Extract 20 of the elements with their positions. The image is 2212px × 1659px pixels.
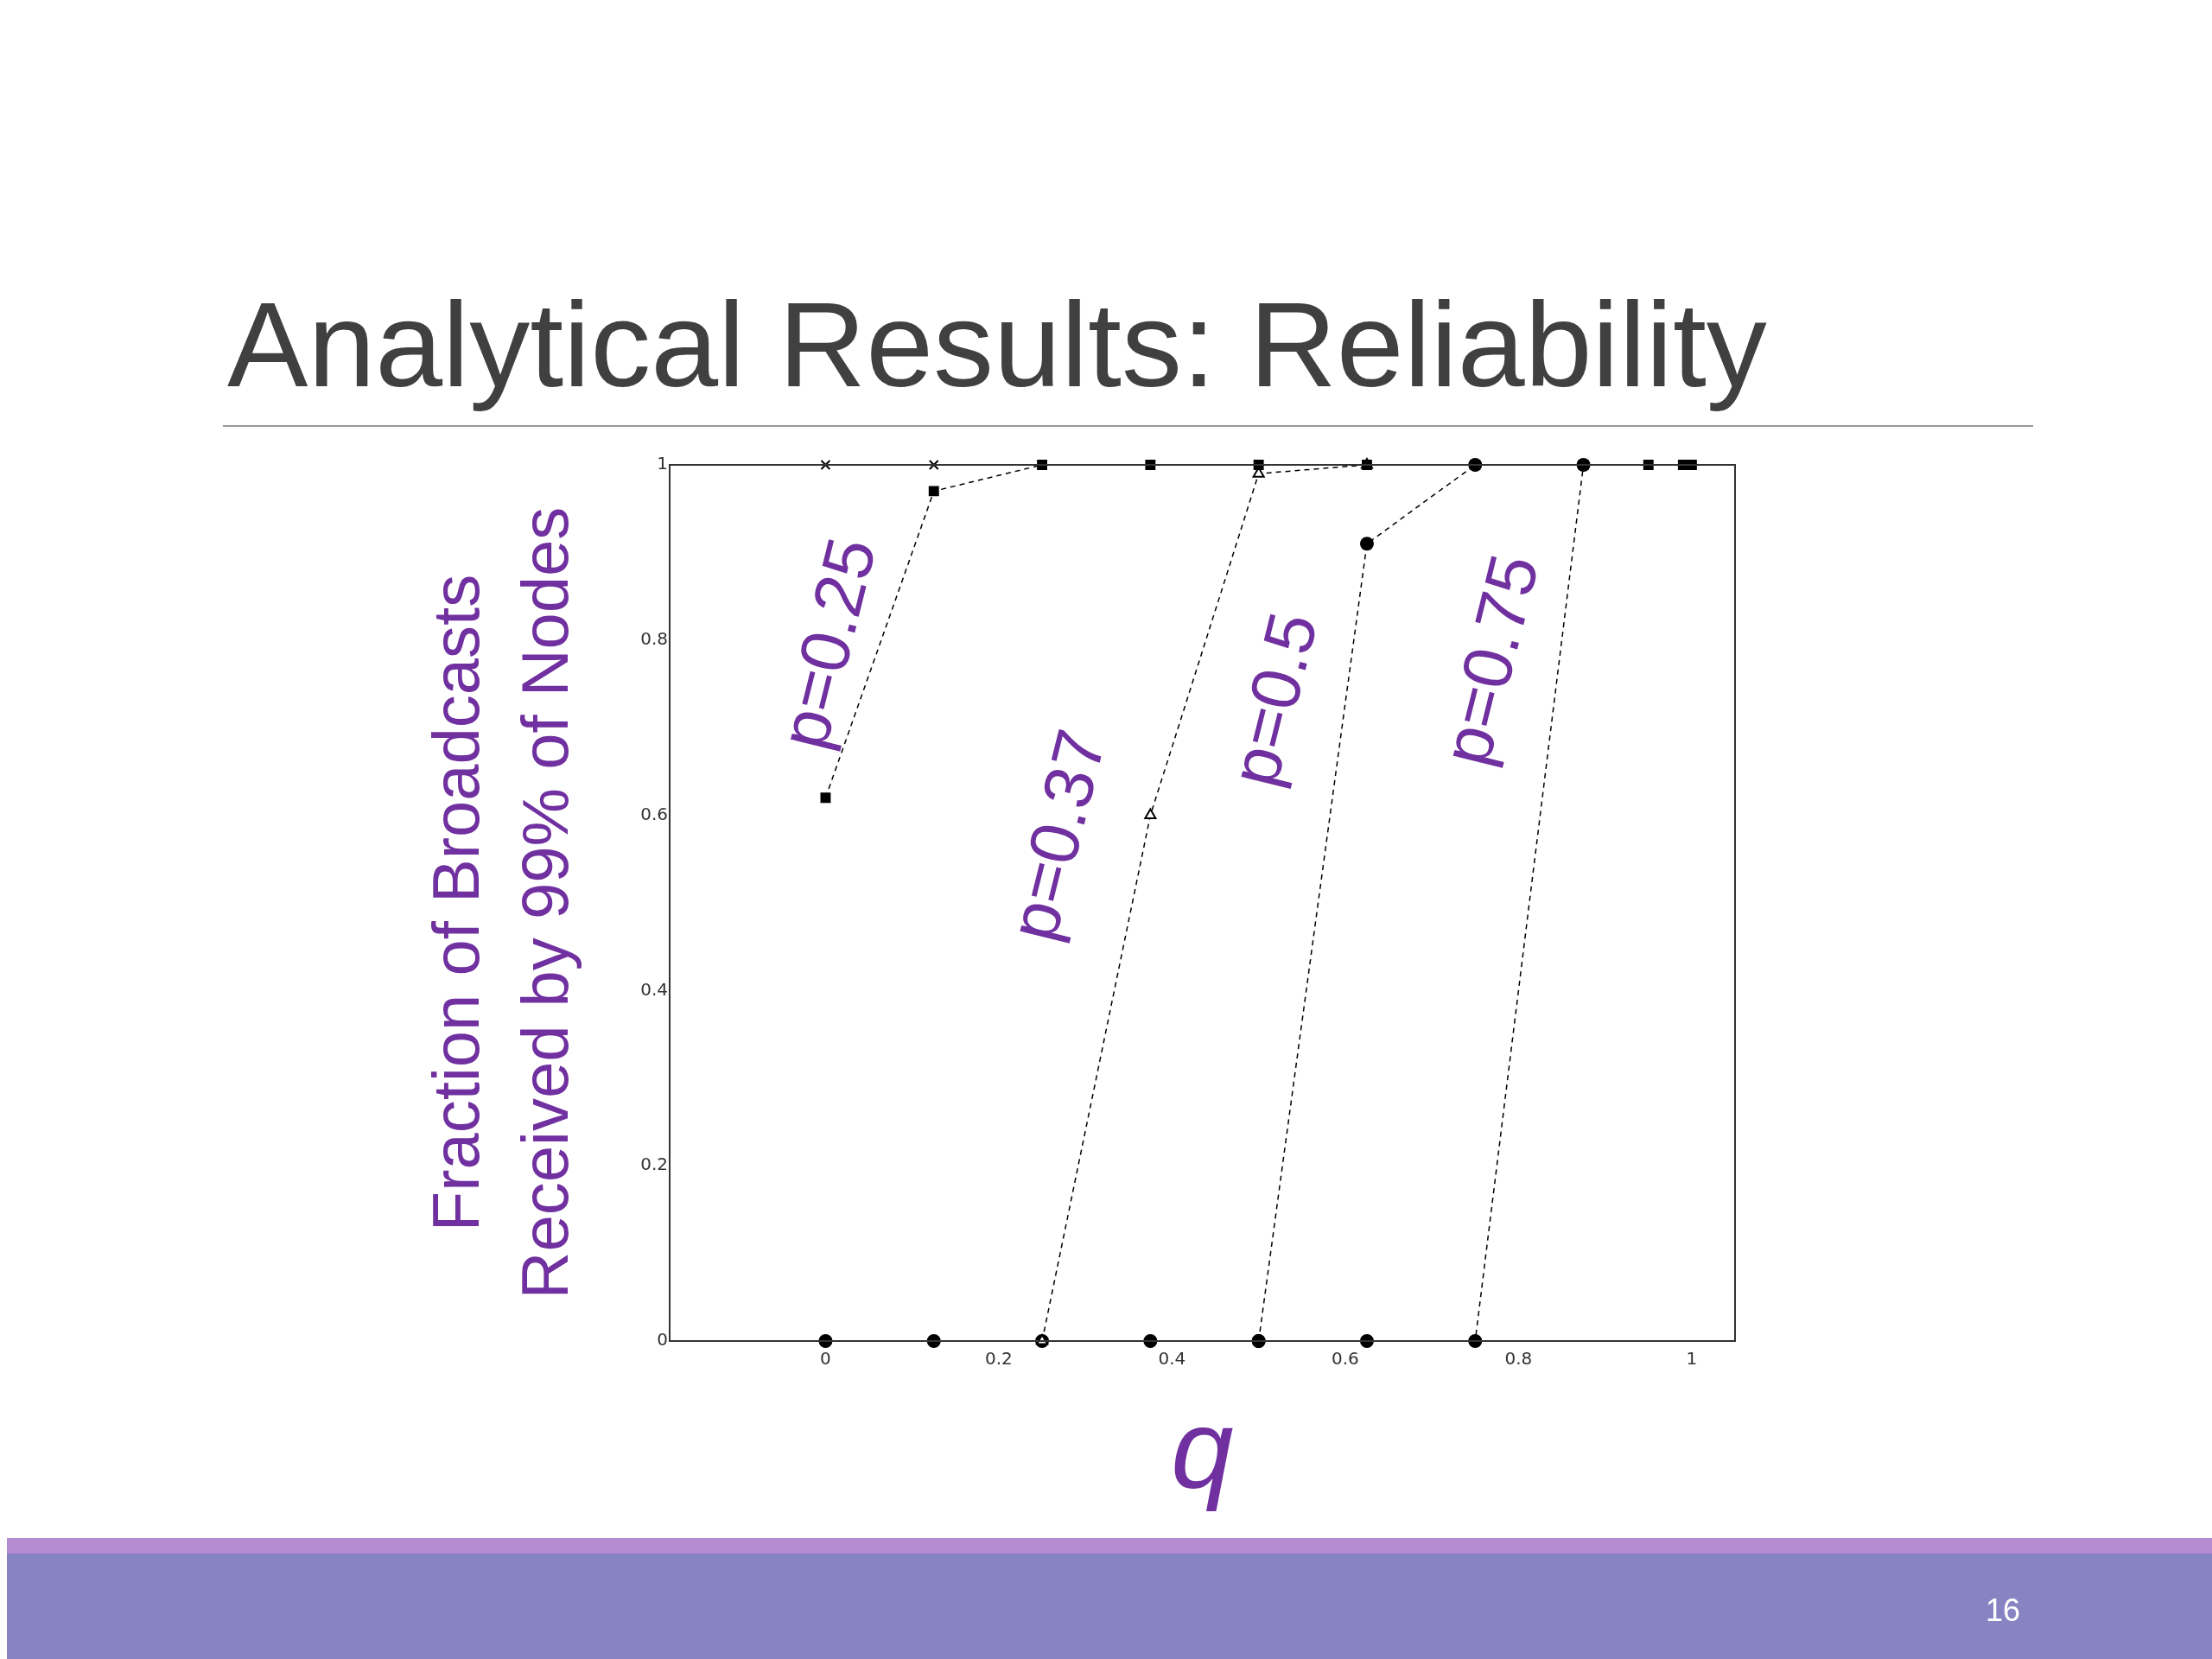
- y-tick-label: 0.4: [640, 978, 669, 1000]
- x-tick-label: 0.2: [985, 1348, 1013, 1370]
- y-axis-title: Fraction of Broadcasts Received by 99% of Nodes: [419, 506, 582, 1300]
- x-tick-label: 1: [1686, 1348, 1698, 1370]
- text: 16: [1985, 1592, 2020, 1629]
- text: p=0.75: [1427, 547, 1554, 773]
- x-tick-label: 0.4: [1158, 1348, 1186, 1370]
- y-tick-label: 1: [657, 453, 669, 474]
- x-tick-label: 0: [820, 1348, 831, 1370]
- y-tick-label: 0.6: [640, 803, 669, 824]
- y-tick-label: 0: [657, 1329, 669, 1351]
- x-tick-label: 0.8: [1504, 1348, 1533, 1370]
- text: p=0.37: [994, 721, 1121, 949]
- chart-title: Analytical Results: Reliability: [227, 276, 1767, 414]
- y-tick-label: 0.2: [640, 1154, 669, 1175]
- y-tick-label: 0.8: [640, 628, 669, 649]
- text: p=0.25: [764, 531, 891, 757]
- x-axis-title: q: [1171, 1386, 1234, 1513]
- text: p=0.5: [1215, 605, 1332, 794]
- x-tick-label: 0.6: [1332, 1348, 1359, 1370]
